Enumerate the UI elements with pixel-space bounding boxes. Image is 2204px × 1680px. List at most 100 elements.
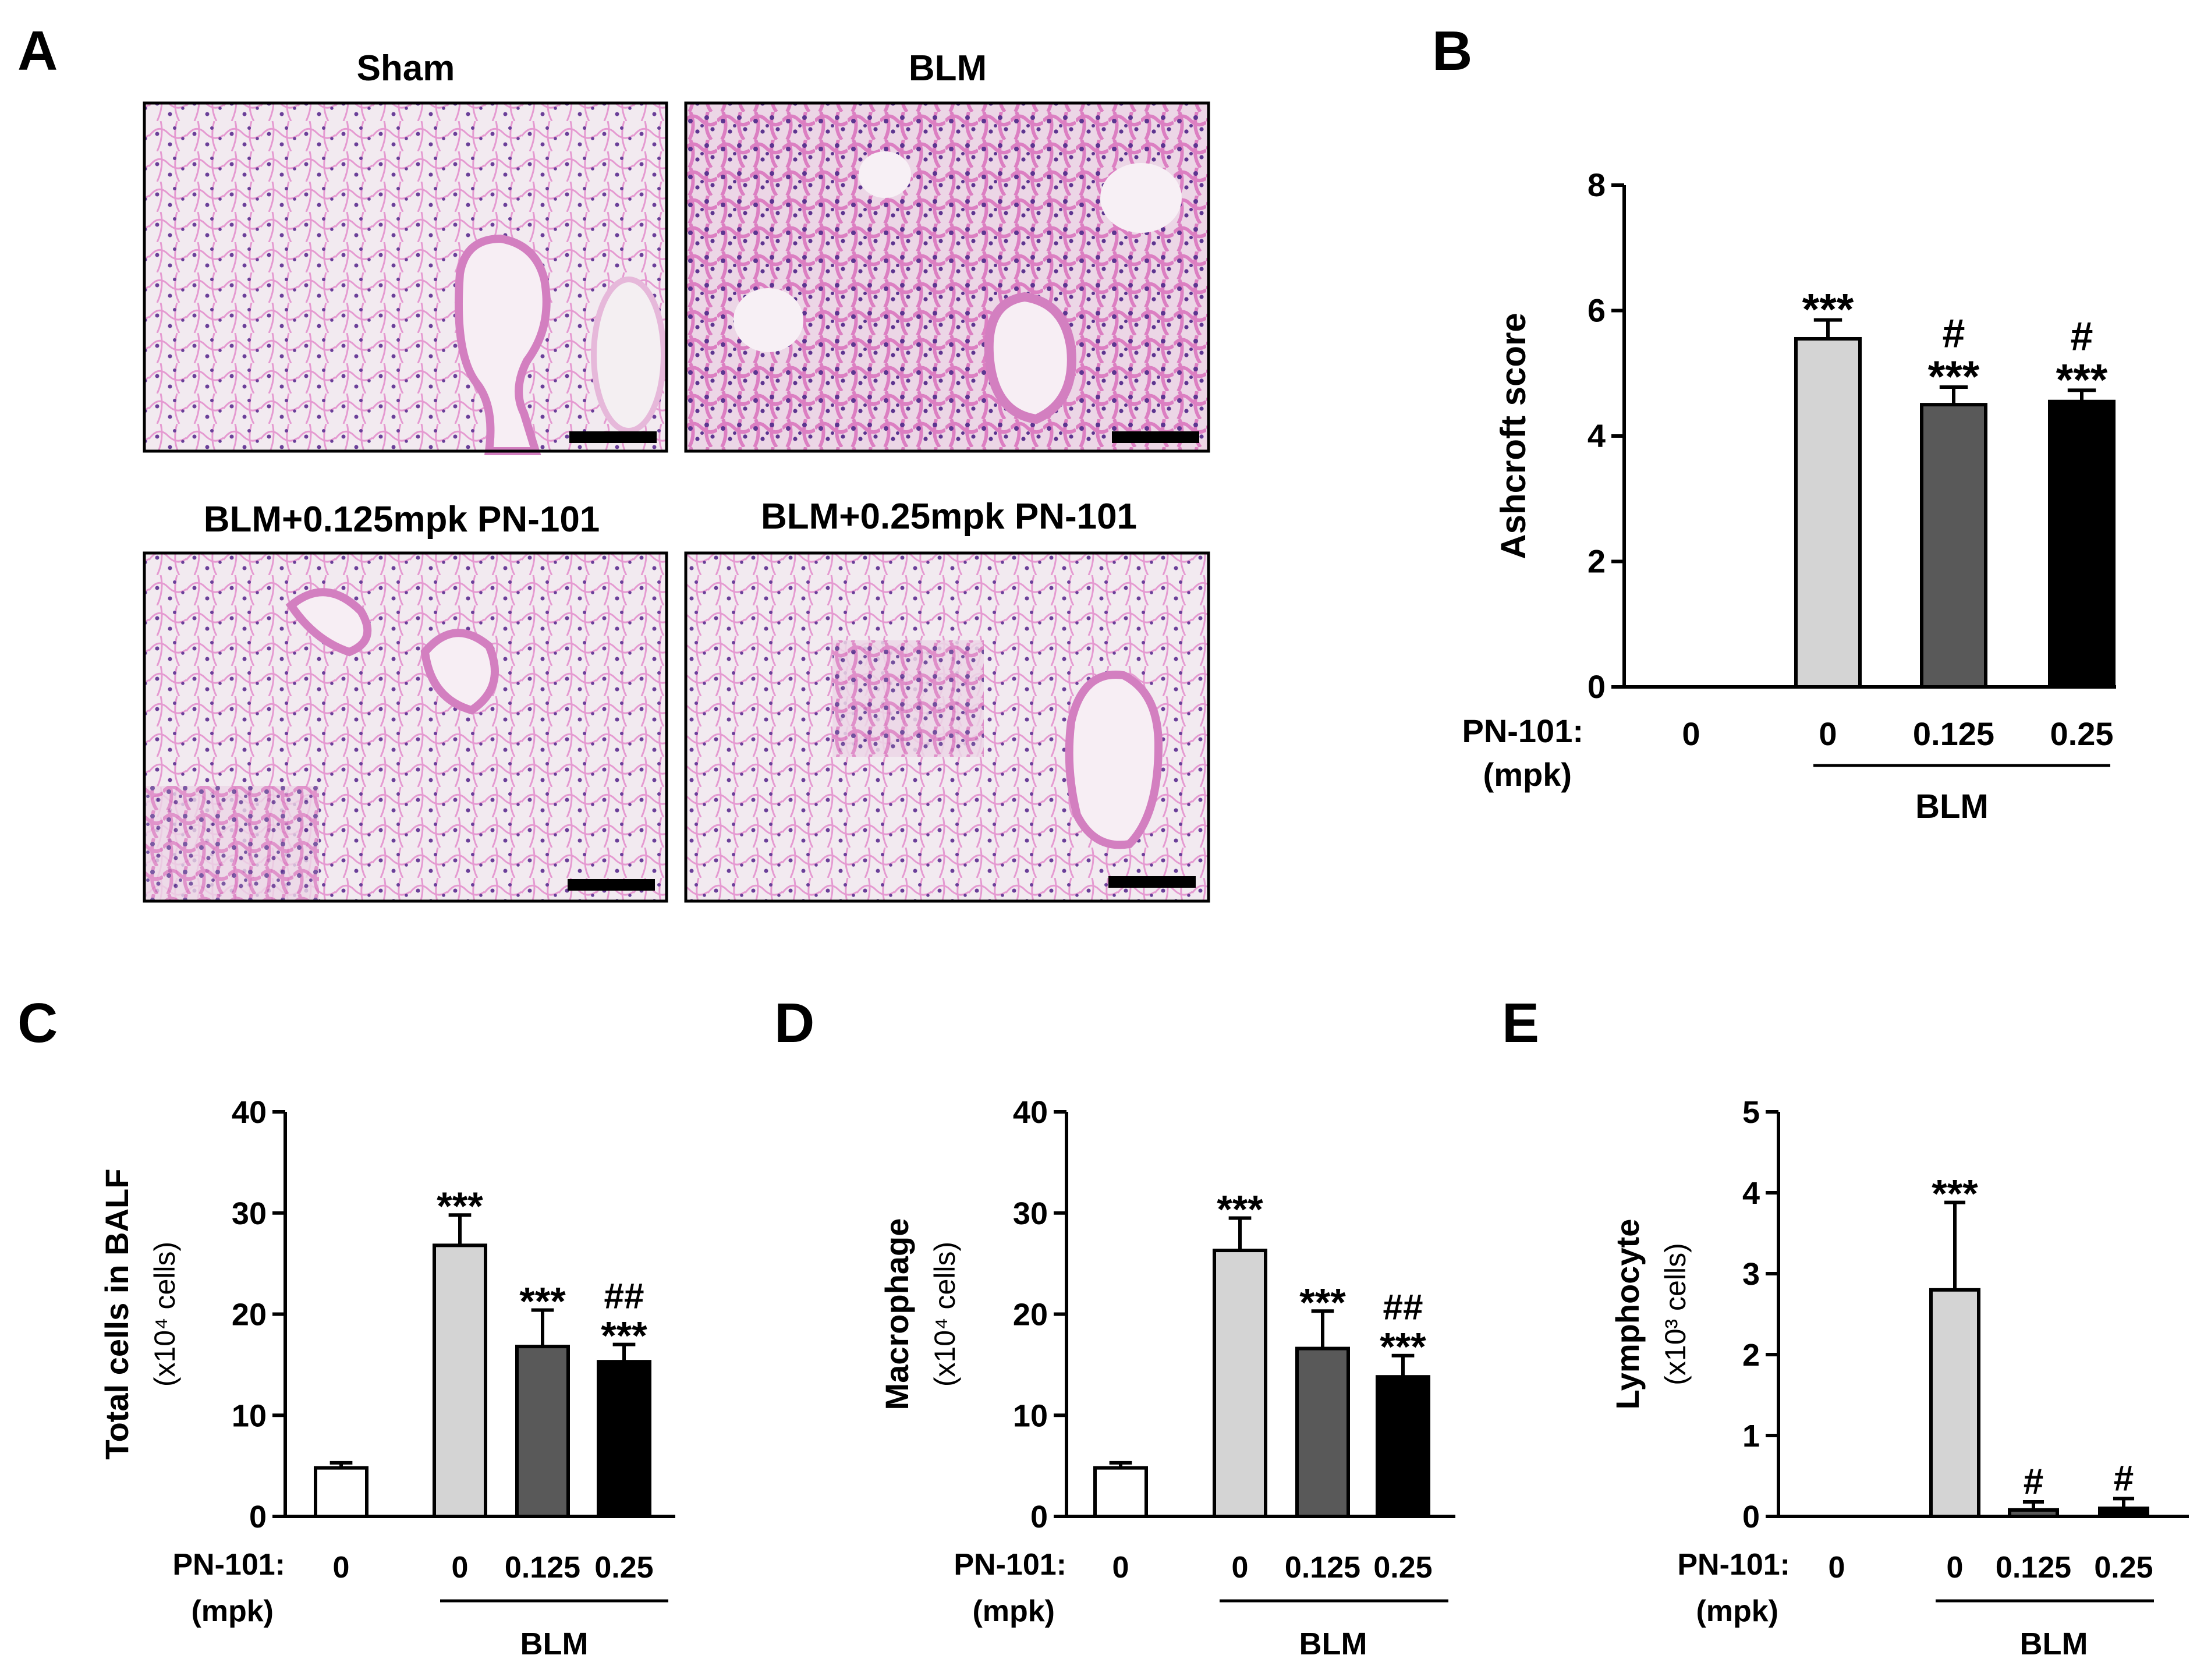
y-tick-label: 0 xyxy=(1588,668,1606,705)
y-axis-label: Macrophage xyxy=(878,1218,915,1410)
category-label: 0 xyxy=(1829,1551,1845,1585)
category-label: 0.125 xyxy=(1913,715,1994,752)
panel-label-d: D xyxy=(774,992,814,1054)
category-label: 0 xyxy=(1947,1551,1964,1585)
bar xyxy=(1794,336,1862,689)
y-tick-label: 1 xyxy=(1742,1419,1760,1454)
category-label: 0.25 xyxy=(2094,1551,2153,1585)
category-label: 0 xyxy=(1232,1551,1249,1585)
chart-lymphocyte: 0 1 2 3 4 5 Lymphocyte (x10³ cells) 0 *** 0 #0.125 #… xyxy=(1609,1095,2189,1661)
significance-label: *** xyxy=(1932,1172,1978,1216)
significance-label: ## xyxy=(604,1276,644,1316)
bar xyxy=(597,1360,651,1519)
significance-label: # xyxy=(2024,1462,2043,1502)
micrograph-blm xyxy=(684,101,1210,453)
dose-unit-label: (mpk) xyxy=(1696,1594,1778,1628)
panel-label-a: A xyxy=(17,20,58,82)
y-axis-unit: (x10³ cells) xyxy=(1659,1243,1692,1385)
significance-label: *** xyxy=(1299,1280,1346,1324)
y-axis-unit: (x10⁴ cells) xyxy=(148,1242,181,1387)
category-label: 0.125 xyxy=(1285,1551,1360,1585)
y-tick-label: 20 xyxy=(232,1298,267,1332)
y-axis-label: Total cells in BALF xyxy=(98,1169,135,1460)
panel-label-b: B xyxy=(1432,20,1472,82)
bar xyxy=(1376,1375,1430,1519)
dose-unit-label: (mpk) xyxy=(972,1594,1055,1628)
y-tick-label: 40 xyxy=(1013,1095,1048,1130)
y-tick-label: 10 xyxy=(1013,1398,1048,1433)
category-label: 0.125 xyxy=(1996,1551,2071,1585)
micrograph-title-blm-high-dose: BLM+0.25mpk PN-101 xyxy=(761,497,1137,537)
significance-label: # xyxy=(2114,1458,2134,1498)
y-tick-label: 2 xyxy=(1742,1338,1760,1373)
significance-label: *** xyxy=(1217,1187,1263,1231)
category-label: 0 xyxy=(1819,715,1837,752)
y-axis-label: Ashcroft score xyxy=(1494,313,1533,559)
y-tick-label: 2 xyxy=(1588,543,1606,580)
group-label: BLM xyxy=(1299,1626,1367,1661)
group-label: BLM xyxy=(520,1626,589,1661)
category-label: 0 xyxy=(333,1551,350,1585)
significance-label: *** xyxy=(2056,355,2108,405)
y-tick-label: 3 xyxy=(1742,1257,1760,1292)
chart-total-cells: 0 10 20 30 40 Total cells in BALF (x10⁴ cells)… xyxy=(98,1095,675,1661)
y-tick-label: 6 xyxy=(1588,292,1606,329)
significance-label: *** xyxy=(519,1280,566,1324)
significance-label: *** xyxy=(1380,1325,1426,1369)
y-tick-label: 10 xyxy=(232,1398,267,1433)
y-tick-label: 30 xyxy=(232,1196,267,1231)
bar xyxy=(1929,1288,1980,1519)
dose-axis-label: PN-101: xyxy=(1677,1548,1790,1582)
category-label: 0 xyxy=(1682,715,1700,752)
panel-label-c: C xyxy=(17,992,58,1054)
bar xyxy=(1295,1346,1350,1518)
panel-label-e: E xyxy=(1502,992,1539,1054)
micrograph-title-blm-low-dose: BLM+0.125mpk PN-101 xyxy=(204,499,600,540)
dose-unit-label: (mpk) xyxy=(191,1594,274,1628)
category-label: 0.25 xyxy=(2050,715,2114,752)
category-label: 0 xyxy=(452,1551,469,1585)
y-axis-label: Lymphocyte xyxy=(1609,1219,1646,1410)
bar xyxy=(515,1345,570,1519)
significance-label: # xyxy=(1943,310,1965,356)
chart-macrophage: 0 10 20 30 40 Macrophage (x10⁴ cells) 0 *** 0 *** 0… xyxy=(878,1095,1455,1661)
significance-label: # xyxy=(2071,314,2093,359)
dose-axis-label: PN-101: xyxy=(1462,713,1583,749)
y-tick-label: 30 xyxy=(1013,1196,1048,1231)
group-label: BLM xyxy=(2020,1626,2088,1661)
significance-label: *** xyxy=(601,1314,647,1358)
bar xyxy=(1213,1249,1267,1519)
y-tick-label: 5 xyxy=(1742,1095,1760,1130)
category-label: 0.125 xyxy=(505,1551,580,1585)
micrograph-blm-low-dose xyxy=(143,551,668,903)
micrograph-blm-high-dose xyxy=(684,551,1210,903)
micrograph-sham xyxy=(143,101,668,455)
significance-label: ## xyxy=(1383,1287,1423,1327)
y-tick-label: 40 xyxy=(232,1095,267,1130)
dose-axis-label: PN-101: xyxy=(954,1548,1066,1582)
y-tick-label: 8 xyxy=(1588,166,1606,203)
y-axis-unit: (x10⁴ cells) xyxy=(929,1242,961,1387)
significance-label: *** xyxy=(437,1184,483,1228)
bar xyxy=(1920,403,1987,689)
significance-label: *** xyxy=(1802,285,1854,335)
category-label: 0.25 xyxy=(594,1551,653,1585)
bar xyxy=(2048,399,2116,689)
y-tick-label: 0 xyxy=(1742,1500,1760,1534)
group-label: BLM xyxy=(1915,788,1989,825)
dose-unit-label: (mpk) xyxy=(1483,756,1572,793)
category-label: 0.25 xyxy=(1373,1551,1432,1585)
dose-axis-label: PN-101: xyxy=(172,1548,285,1582)
y-tick-label: 4 xyxy=(1742,1176,1760,1211)
y-tick-label: 0 xyxy=(249,1500,267,1534)
bar xyxy=(2098,1507,2149,1519)
y-tick-label: 0 xyxy=(1030,1500,1048,1534)
category-label: 0 xyxy=(1112,1551,1129,1585)
bar xyxy=(433,1243,487,1519)
bar xyxy=(314,1466,368,1519)
significance-label: *** xyxy=(1928,352,1980,402)
bar xyxy=(2008,1508,2059,1518)
micrograph-title-sham: Sham xyxy=(357,48,455,88)
